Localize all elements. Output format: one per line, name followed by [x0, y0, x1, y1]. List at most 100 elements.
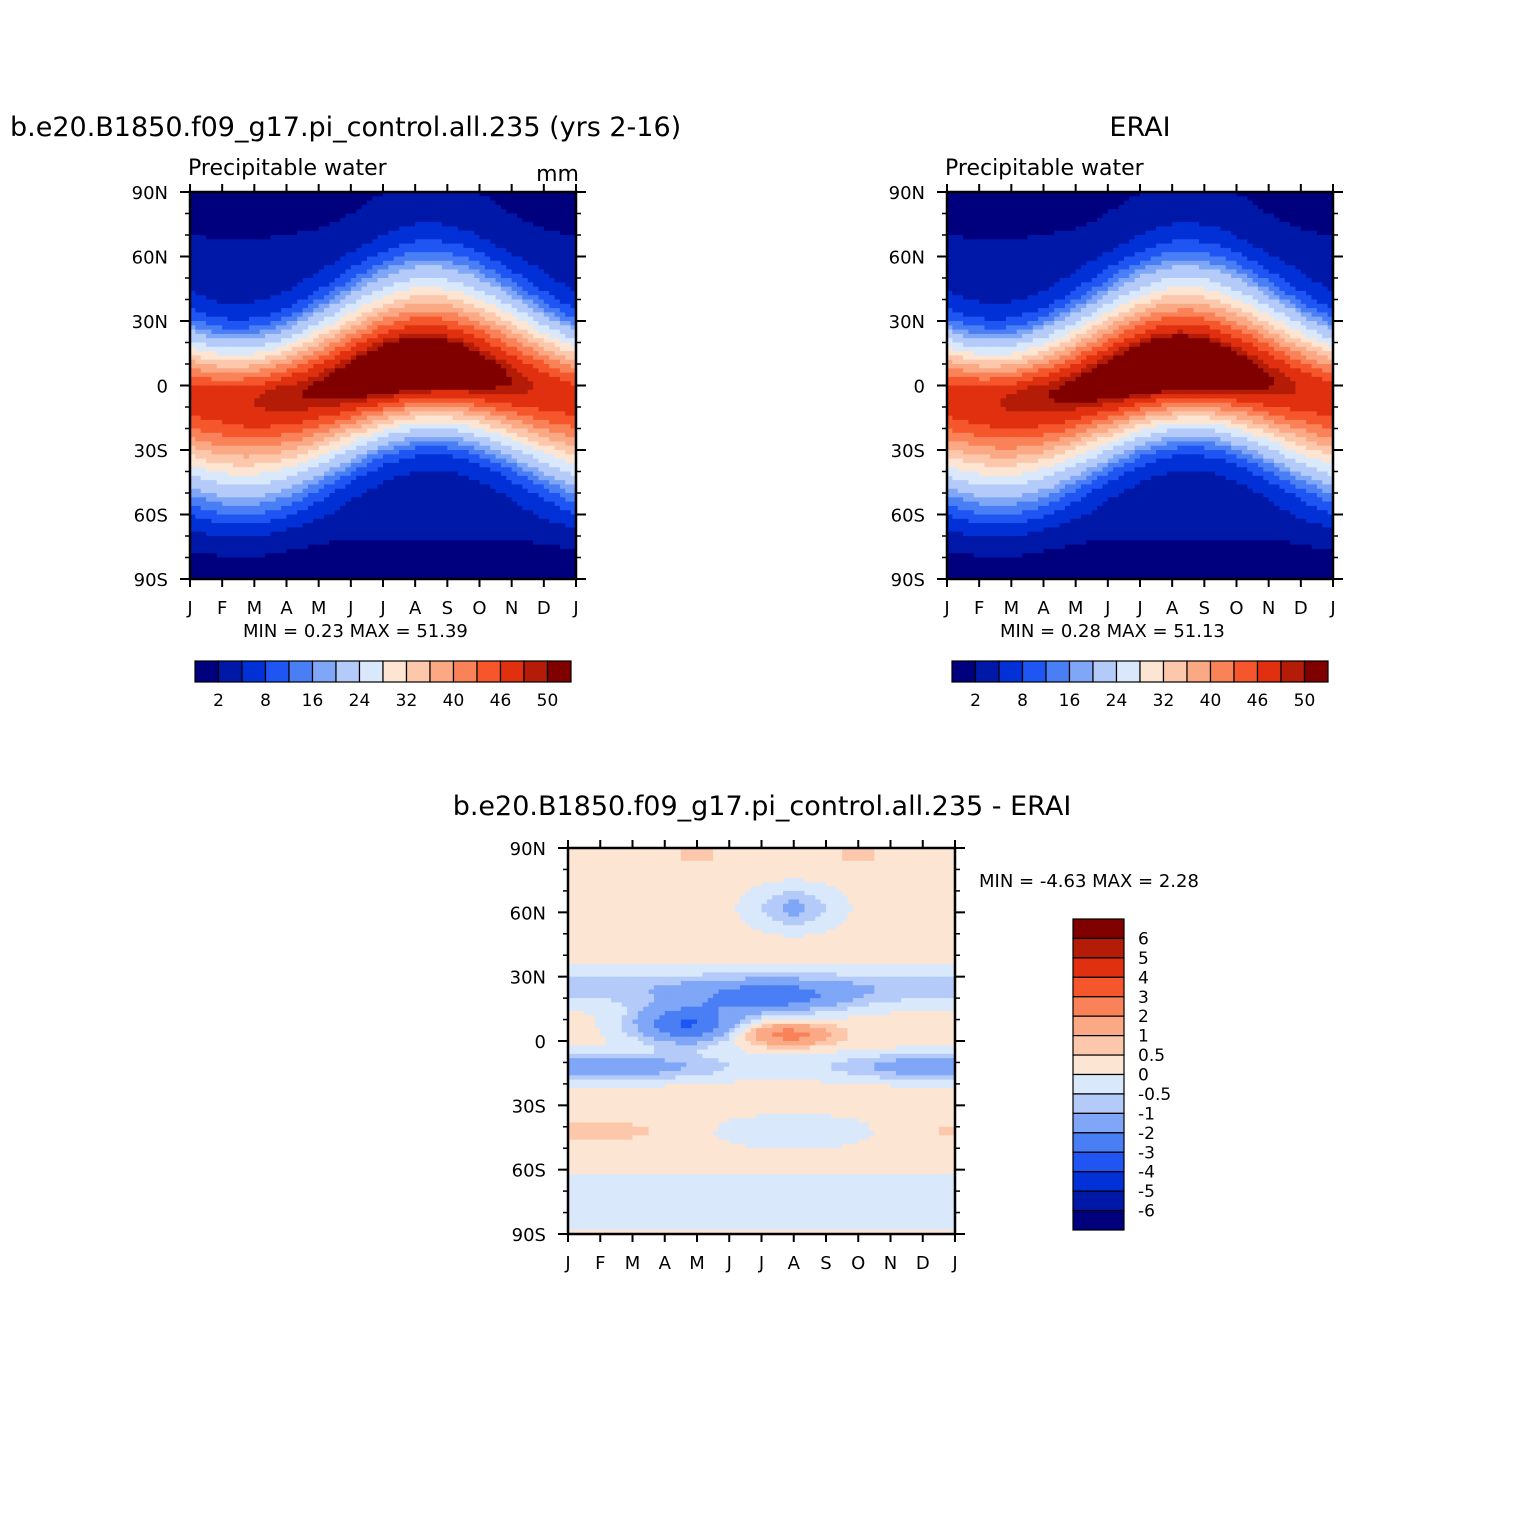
field-cell — [404, 467, 410, 472]
field-cell — [292, 386, 298, 391]
field-cell — [437, 278, 443, 283]
field-cell — [238, 523, 244, 528]
field-cell — [345, 317, 351, 322]
field-cell — [254, 506, 260, 511]
field-cell — [356, 325, 362, 330]
field-cell — [265, 351, 271, 356]
field-cell — [249, 450, 255, 455]
field-cell — [329, 368, 335, 373]
field-cell — [458, 570, 464, 575]
field-cell — [415, 278, 421, 283]
field-cell — [292, 201, 298, 206]
field-cell — [388, 291, 394, 296]
field-cell — [308, 222, 314, 227]
field-cell — [356, 450, 362, 455]
field-cell — [201, 360, 207, 365]
field-cell — [453, 252, 459, 257]
field-cell — [463, 540, 469, 545]
field-cell — [388, 196, 394, 201]
field-cell — [206, 433, 212, 438]
field-cell — [244, 562, 250, 567]
field-cell — [222, 201, 228, 206]
field-cell — [244, 394, 250, 399]
field-cell — [431, 330, 437, 335]
field-cell — [367, 510, 373, 515]
field-cell — [415, 536, 421, 541]
field-cell — [233, 368, 239, 373]
field-cell — [244, 506, 250, 511]
field-cell — [437, 553, 443, 558]
field-cell — [458, 437, 464, 442]
field-cell — [485, 252, 491, 257]
field-cell — [260, 312, 266, 317]
field-cell — [415, 532, 421, 537]
field-cell — [308, 252, 314, 257]
field-cell — [469, 429, 475, 434]
field-cell — [287, 295, 293, 300]
field-cell — [206, 484, 212, 489]
field-cell — [249, 248, 255, 253]
field-cell — [431, 527, 437, 532]
field-cell — [195, 472, 201, 477]
field-cell — [474, 351, 480, 356]
field-cell — [303, 214, 309, 219]
field-cell — [292, 231, 298, 236]
field-cell — [421, 467, 427, 472]
field-cell — [367, 484, 373, 489]
field-cell — [233, 325, 239, 330]
field-cell — [276, 540, 282, 545]
field-cell — [238, 252, 244, 257]
field-cell — [319, 429, 325, 434]
field-cell — [399, 403, 405, 408]
field-cell — [415, 222, 421, 227]
field-cell — [217, 317, 223, 322]
field-cell — [254, 343, 260, 348]
field-cell — [195, 222, 201, 227]
field-cell — [362, 291, 368, 296]
field-cell — [195, 446, 201, 451]
field-cell — [345, 506, 351, 511]
field-cell — [260, 446, 266, 451]
field-cell — [265, 527, 271, 532]
field-cell — [372, 325, 378, 330]
field-cell — [485, 368, 491, 373]
field-cell — [399, 527, 405, 532]
field-cell — [426, 201, 432, 206]
field-cell — [453, 411, 459, 416]
field-cell — [329, 386, 335, 391]
field-cell — [362, 484, 368, 489]
field-cell — [206, 532, 212, 537]
field-cell — [233, 338, 239, 343]
field-cell — [367, 287, 373, 292]
field-cell — [351, 446, 357, 451]
field-cell — [206, 334, 212, 339]
field-cell — [372, 403, 378, 408]
field-cell — [431, 558, 437, 563]
field-cell — [195, 214, 201, 219]
field-cell — [351, 420, 357, 425]
field-cell — [211, 493, 217, 498]
field-cell — [281, 218, 287, 223]
field-cell — [319, 403, 325, 408]
field-cell — [453, 282, 459, 287]
field-cell — [335, 506, 341, 511]
field-cell — [265, 252, 271, 257]
field-cell — [206, 515, 212, 520]
field-cell — [421, 325, 427, 330]
field-cell — [228, 472, 234, 477]
field-cell — [426, 570, 432, 575]
field-cell — [356, 351, 362, 356]
field-cell — [383, 416, 389, 421]
field-cell — [319, 257, 325, 262]
field-cell — [426, 222, 432, 227]
field-cell — [308, 472, 314, 477]
field-cell — [410, 510, 416, 515]
field-cell — [244, 226, 250, 231]
field-cell — [228, 540, 234, 545]
field-cell — [458, 248, 464, 253]
field-cell — [281, 416, 287, 421]
field-cell — [404, 291, 410, 296]
field-cell — [319, 222, 325, 227]
field-cell — [485, 244, 491, 249]
field-cell — [228, 321, 234, 326]
